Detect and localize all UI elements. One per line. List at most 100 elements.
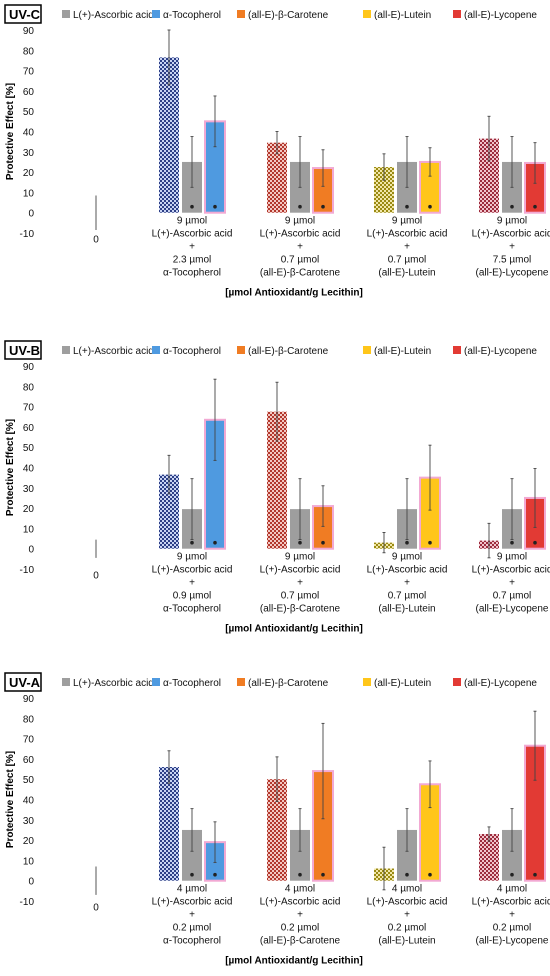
legend-swatch: [152, 10, 160, 18]
category-label-line: (all-E)-Lycopene: [476, 936, 549, 947]
legend-label: (all-E)-β-Carotene: [248, 678, 329, 689]
marker-dot: [213, 540, 217, 545]
marker-dot: [533, 204, 537, 209]
legend-label: (all-E)-Lutein: [374, 10, 431, 21]
y-tick-label: 20: [23, 836, 35, 847]
category-label-line: +: [189, 242, 195, 253]
legend-label: (all-E)-Lycopene: [464, 678, 537, 689]
category-label-line: 2.3 µmol: [173, 255, 212, 266]
category-label-line: α-Tocopherol: [163, 936, 221, 947]
y-tick-label: 30: [23, 484, 35, 495]
baseline-category-label: 0: [93, 571, 99, 582]
category-label-line: L(+)-Ascorbic acid: [260, 897, 341, 908]
legend-swatch: [62, 678, 70, 686]
y-tick-label: 30: [23, 816, 35, 827]
panel-label-box: [4, 340, 42, 360]
category-label-line: 0.2 µmol: [281, 923, 320, 934]
legend-label: (all-E)-β-Carotene: [248, 10, 329, 21]
marker-dot: [405, 872, 409, 877]
legend-swatch: [237, 10, 245, 18]
legend-label: (all-E)-Lutein: [374, 678, 431, 689]
y-tick-label: 50: [23, 775, 35, 786]
category-label-line: L(+)-Ascorbic acid: [260, 229, 341, 240]
baseline-category-label: 0: [93, 235, 99, 246]
category-label-line: 0.9 µmol: [173, 591, 212, 602]
y-tick-label: 20: [23, 168, 35, 179]
category-label-line: +: [404, 242, 410, 253]
category-label-line: L(+)-Ascorbic acid: [367, 897, 448, 908]
y-tick-label: 60: [23, 755, 35, 766]
y-tick-label: -10: [20, 897, 35, 908]
category-label-line: (all-E)-β-Carotene: [260, 604, 341, 615]
y-tick-label: 50: [23, 443, 35, 454]
category-label-line: 9 µmol: [497, 552, 527, 563]
category-label-line: 7.5 µmol: [493, 255, 532, 266]
ascorbic-acid-bar: [182, 829, 202, 881]
category-label-line: L(+)-Ascorbic acid: [367, 565, 448, 576]
legend-swatch: [237, 346, 245, 354]
marker-dot: [533, 872, 537, 877]
combination-bar: [267, 142, 287, 213]
legend-label: (all-E)-β-Carotene: [248, 346, 329, 357]
marker-dot: [321, 540, 325, 545]
category-label-line: L(+)-Ascorbic acid: [472, 897, 550, 908]
category-label-line: +: [509, 578, 515, 589]
category-label-line: 0.2 µmol: [173, 923, 212, 934]
marker-dot: [298, 540, 302, 545]
category-label-line: 4 µmol: [392, 884, 422, 895]
combination-bar: [267, 411, 287, 549]
marker-dot: [510, 540, 514, 545]
y-axis-label: Protective Effect [%]: [5, 83, 16, 180]
chart-panel-uv-a: UV-A L(+)-Ascorbic acid α-Tocopherol (all-E…: [4, 672, 550, 967]
y-tick-label: 70: [23, 67, 35, 78]
panel-label-box: [4, 4, 42, 24]
chart-panel-uv-c: UV-C L(+)-Ascorbic acid α-Tocopherol (all-E…: [4, 4, 550, 299]
marker-dot: [190, 204, 194, 209]
panel-label-box: [4, 672, 42, 692]
y-tick-label: 10: [23, 524, 35, 535]
category-label-line: +: [297, 910, 303, 921]
marker-dot: [405, 540, 409, 545]
category-label-line: 0.7 µmol: [281, 591, 320, 602]
category-label-line: 9 µmol: [392, 552, 422, 563]
panel-label: UV-C: [9, 7, 41, 22]
y-tick-label: -10: [20, 229, 35, 240]
legend-label: α-Tocopherol: [163, 678, 221, 689]
x-axis-label: [µmol Antioxidant/g Lecithin]: [225, 956, 363, 967]
x-axis-label: [µmol Antioxidant/g Lecithin]: [225, 288, 363, 299]
legend-swatch: [152, 346, 160, 354]
y-tick-label: 30: [23, 148, 35, 159]
legend-swatch: [453, 678, 461, 686]
combination-bar: [159, 767, 179, 881]
category-label-line: 9 µmol: [392, 216, 422, 227]
legend-swatch: [363, 678, 371, 686]
legend-swatch: [152, 678, 160, 686]
category-label-line: 0.7 µmol: [388, 591, 427, 602]
category-label-line: L(+)-Ascorbic acid: [472, 229, 550, 240]
y-tick-label: 0: [28, 209, 34, 220]
marker-dot: [298, 204, 302, 209]
chart-panel-uv-b: UV-B L(+)-Ascorbic acid α-Tocopherol (all-E…: [4, 340, 550, 635]
category-label-line: +: [297, 578, 303, 589]
category-label-line: L(+)-Ascorbic acid: [152, 229, 233, 240]
category-label-line: +: [509, 242, 515, 253]
category-label-line: 0.7 µmol: [388, 255, 427, 266]
marker-dot: [190, 872, 194, 877]
marker-dot: [213, 204, 217, 209]
category-label-line: 4 µmol: [497, 884, 527, 895]
category-label-line: +: [297, 242, 303, 253]
category-label-line: L(+)-Ascorbic acid: [260, 565, 341, 576]
panel-label: UV-B: [9, 343, 40, 358]
marker-dot: [533, 540, 537, 545]
category-label-line: 9 µmol: [177, 216, 207, 227]
combination-bar: [374, 167, 394, 213]
y-axis-label: Protective Effect [%]: [5, 419, 16, 516]
legend-label: L(+)-Ascorbic acid: [73, 10, 154, 21]
category-label-line: 9 µmol: [285, 216, 315, 227]
y-tick-label: -10: [20, 565, 35, 576]
legend-swatch: [453, 346, 461, 354]
ascorbic-acid-bar: [502, 829, 522, 881]
category-label-line: α-Tocopherol: [163, 268, 221, 279]
legend-swatch: [62, 10, 70, 18]
category-label-line: L(+)-Ascorbic acid: [367, 229, 448, 240]
